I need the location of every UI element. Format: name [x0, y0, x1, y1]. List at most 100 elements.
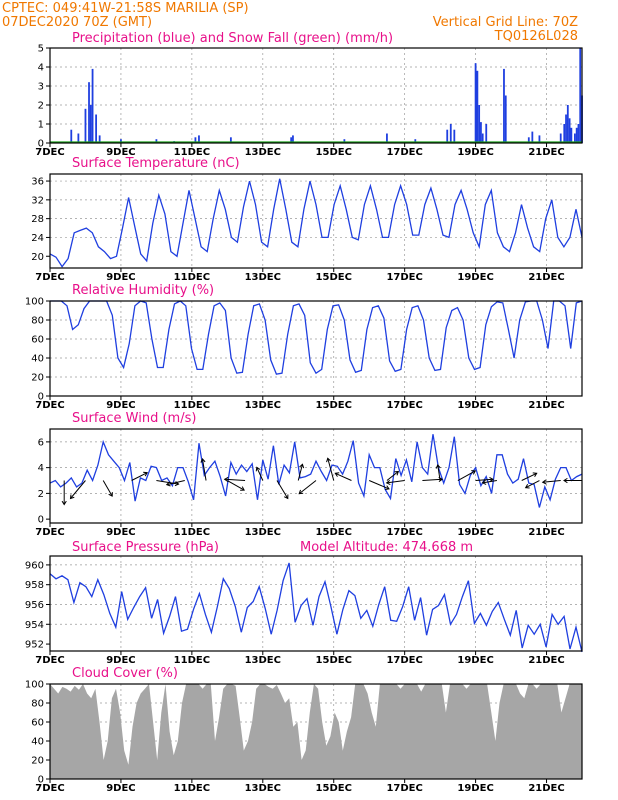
wind-arrow-head — [240, 486, 245, 491]
y-tick-label: 6 — [38, 437, 44, 448]
x-tick-label: 17DEC — [386, 272, 422, 283]
precip-bar — [503, 68, 505, 143]
panel-5: 952 954 956 958 960 7DEC 9DEC 11DEC 13DEC 15DEC 17… — [25, 540, 583, 666]
precip-bar — [478, 105, 481, 143]
panel-frame — [49, 300, 583, 397]
y-tick-label: 2 — [38, 489, 44, 500]
wind-arrow-head — [541, 479, 547, 485]
y-tick-label: 960 — [25, 560, 44, 571]
wind-arrow — [335, 472, 352, 481]
panel-title: Relative Humidity (%) — [72, 283, 214, 298]
wind-arrow-head — [61, 500, 67, 506]
wind-arrow — [298, 480, 317, 495]
x-tick-label: 15DEC — [316, 655, 352, 666]
precip-bar — [88, 82, 90, 143]
x-tick-label: 7DEC — [35, 655, 64, 666]
x-tick-label: 11DEC — [174, 783, 210, 794]
precip-bar — [527, 137, 530, 143]
panels: TQ0126L028 0 1 2 3 4 5 7DEC 9DEC 11DEC 13DEC 15DEC 1… — [25, 29, 583, 794]
x-tick-label: 21DEC — [528, 655, 564, 666]
y-tick-label: 0 — [38, 515, 44, 526]
y-tick-label: 956 — [25, 600, 44, 611]
wind-arrow — [369, 480, 390, 490]
panel-frame — [49, 555, 583, 652]
wind-arrow-head — [481, 479, 487, 485]
y-tick-label: 80 — [31, 316, 44, 327]
x-tick-label: 9DEC — [106, 147, 135, 158]
y-tick-label: 0 — [38, 392, 44, 403]
precip-bar — [95, 114, 98, 143]
wind-arrow — [437, 464, 441, 481]
x-tick-label: 7DEC — [35, 272, 64, 283]
wind-arrow-head — [435, 463, 441, 469]
wind-arrow-head — [394, 470, 400, 476]
x-tick-label: 19DEC — [457, 400, 493, 411]
x-tick-label: 9DEC — [106, 527, 135, 538]
y-tick-label: 0 — [38, 139, 44, 150]
x-tick-label: 7DEC — [35, 147, 64, 158]
wind-arrow-head — [165, 481, 171, 487]
y-tick-label: 32 — [31, 195, 44, 206]
x-tick-label: 21DEC — [528, 272, 564, 283]
panel-2: 20 24 28 32 36 7DEC 9DEC 11DEC 13DEC 15DEC 17DEC 19… — [31, 156, 583, 283]
wind-arrow-head — [532, 472, 538, 477]
wind-arrow-head — [223, 476, 229, 483]
y-tick-label: 80 — [31, 699, 44, 710]
y-tick-label: 3 — [38, 82, 44, 93]
x-tick-label: 7DEC — [35, 527, 64, 538]
x-tick-label: 13DEC — [245, 272, 281, 283]
header-line1-left: CPTEC: 049:41W-21:58S MARILIA (SP) — [2, 1, 249, 16]
wind-arrow — [297, 464, 303, 481]
precip-bar — [292, 135, 294, 143]
x-tick-label: 15DEC — [316, 272, 352, 283]
wind-arrow — [201, 458, 207, 481]
series-line-3 — [50, 300, 583, 375]
y-tick-label: 24 — [31, 233, 44, 244]
x-tick-label: 7DEC — [35, 400, 64, 411]
x-tick-label: 9DEC — [106, 400, 135, 411]
wind-arrow — [327, 458, 335, 481]
y-tick-label: 60 — [31, 718, 44, 729]
wind-arrow — [70, 480, 86, 499]
panel-3: 0 20 40 60 80 100 7DEC 9DEC 11DEC 13DEC 15DEC 17DEC… — [25, 283, 583, 411]
panel-6: 0 20 40 60 80 100 7DEC 9DEC 11DEC 13DEC 15DEC 17DEC… — [25, 666, 583, 794]
wind-arrow-head — [563, 477, 568, 484]
x-tick-label: 13DEC — [245, 400, 281, 411]
y-tick-label: 4 — [38, 463, 44, 474]
x-tick-label: 13DEC — [245, 527, 281, 538]
x-tick-label: 21DEC — [528, 400, 564, 411]
x-tick-label: 11DEC — [174, 272, 210, 283]
x-tick-label: 19DEC — [457, 655, 493, 666]
x-tick-label: 17DEC — [386, 783, 422, 794]
x-tick-label: 19DEC — [457, 783, 493, 794]
precip-bar — [559, 133, 562, 143]
precip-bar — [77, 133, 80, 143]
panel-title: Cloud Cover (%) — [72, 666, 178, 681]
wind-arrow-head — [200, 457, 206, 463]
precip-bar — [198, 135, 200, 143]
wind-arrow-head — [108, 492, 113, 497]
x-tick-label: 21DEC — [528, 147, 564, 158]
panel-title: Surface Temperature (nC) — [72, 156, 240, 171]
wind-arrow-head — [69, 494, 75, 500]
series-line-5 — [49, 562, 583, 653]
precip-bar — [566, 105, 569, 143]
precip-bar — [343, 139, 346, 143]
x-tick-label: 9DEC — [106, 783, 135, 794]
y-tick-label: 28 — [31, 214, 44, 225]
y-tick-label: 1 — [38, 120, 44, 131]
x-tick-label: 13DEC — [245, 147, 281, 158]
x-tick-label: 15DEC — [316, 147, 352, 158]
x-tick-label: 11DEC — [174, 655, 210, 666]
wind-arrow — [475, 478, 494, 482]
wind-arrow-head — [255, 466, 261, 472]
precip-bar — [579, 48, 582, 143]
precip-bar — [480, 122, 482, 143]
series-line-4 — [49, 434, 583, 508]
precip-bar — [568, 118, 571, 143]
x-tick-label: 19DEC — [457, 147, 493, 158]
x-tick-label: 17DEC — [386, 147, 422, 158]
wind-arrow — [422, 478, 443, 482]
wind-arrow-head — [471, 470, 477, 475]
panel-1: 0 1 2 3 4 5 7DEC 9DEC 11DEC 13DEC 15DEC 17DEC 19DEC 2… — [35, 31, 583, 158]
